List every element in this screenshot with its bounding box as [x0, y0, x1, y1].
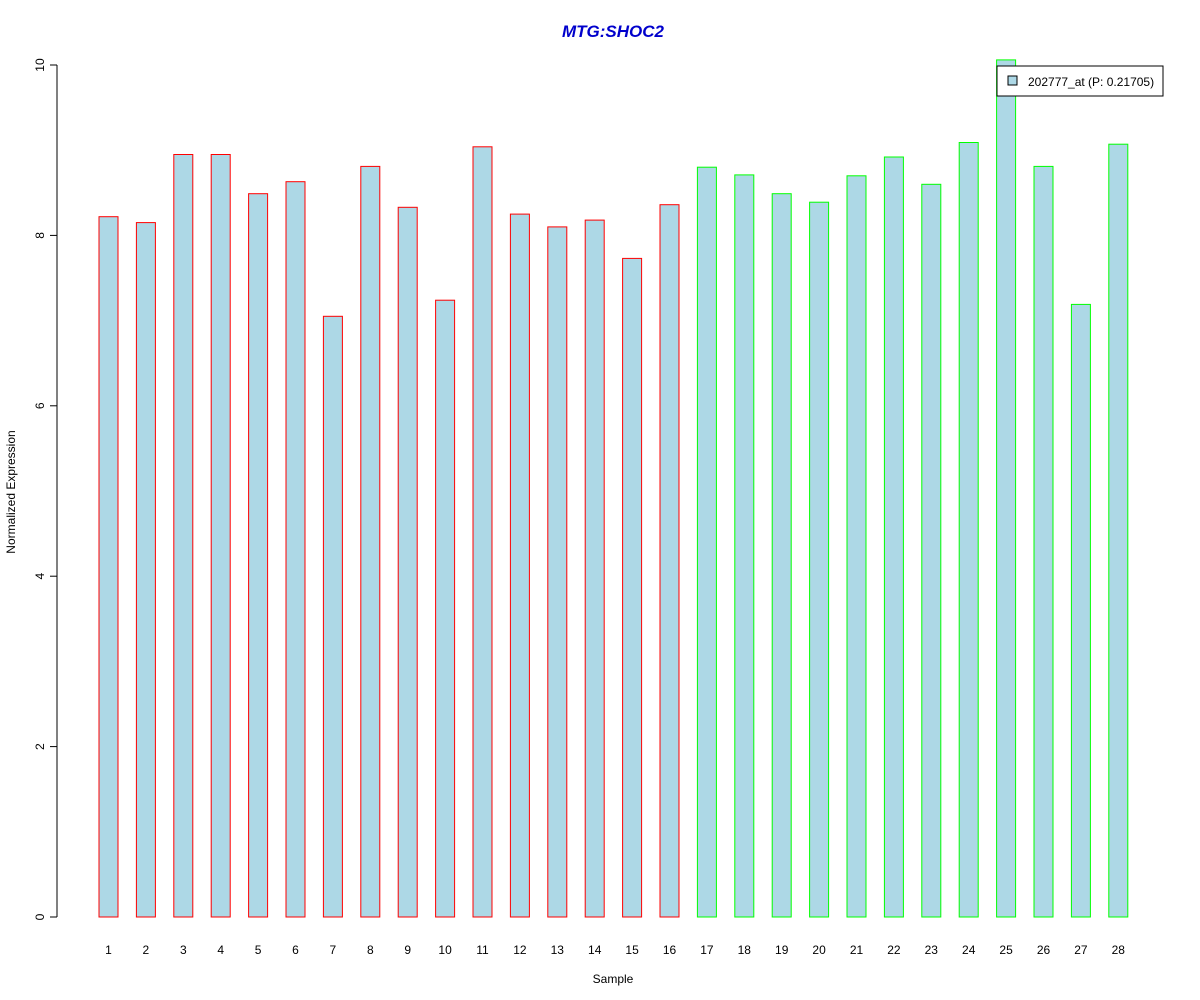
x-tick-label: 28	[1112, 943, 1126, 957]
x-tick-label: 1	[105, 943, 112, 957]
y-tick-label: 10	[33, 58, 47, 72]
bar	[435, 299, 456, 918]
x-tick-label: 14	[588, 943, 602, 957]
bar	[98, 216, 119, 918]
x-tick-label: 25	[999, 943, 1013, 957]
bar	[883, 156, 904, 918]
bars	[98, 59, 1129, 918]
bar	[921, 183, 942, 918]
y-tick-label: 6	[33, 402, 47, 409]
y-tick-label: 0	[33, 913, 47, 920]
x-tick-label: 7	[330, 943, 337, 957]
x-tick-label: 3	[180, 943, 187, 957]
x-tick-label: 19	[775, 943, 789, 957]
bar	[472, 146, 493, 918]
x-tick-label: 12	[513, 943, 527, 957]
x-tick-label: 24	[962, 943, 976, 957]
bar	[248, 193, 269, 918]
y-axis-label: Normalized Expression	[4, 430, 18, 553]
bar	[397, 206, 418, 918]
bar	[173, 154, 194, 918]
bar	[135, 222, 156, 918]
x-tick-label: 4	[217, 943, 224, 957]
x-tick-label: 26	[1037, 943, 1051, 957]
x-tick-label: 20	[812, 943, 826, 957]
x-tick-labels: 1 2 3 4 5 6 7 8 9 10 11 12 13 14 15 16 17 18 19 20 21 22 23 24 2…	[105, 943, 1125, 957]
x-tick-label: 23	[925, 943, 939, 957]
x-tick-label: 21	[850, 943, 864, 957]
bar	[210, 154, 231, 918]
x-tick-label: 10	[438, 943, 452, 957]
x-tick-label: 2	[143, 943, 150, 957]
bar	[360, 165, 381, 918]
x-tick-label: 15	[625, 943, 639, 957]
x-tick-label: 27	[1074, 943, 1088, 957]
y-tick-label: 4	[33, 573, 47, 580]
x-tick-label: 5	[255, 943, 262, 957]
bar	[1033, 165, 1054, 918]
bar	[1108, 143, 1129, 918]
x-tick-label: 13	[551, 943, 565, 957]
bar	[734, 174, 755, 918]
bar	[846, 175, 867, 918]
bar	[809, 201, 830, 918]
bar	[996, 59, 1017, 918]
bar	[584, 219, 605, 918]
chart-title: MTG:SHOC2	[562, 22, 665, 41]
x-tick-label: 9	[404, 943, 411, 957]
bar	[322, 315, 343, 918]
bar	[1070, 303, 1091, 918]
x-axis-label: Sample	[593, 972, 634, 986]
x-tick-label: 6	[292, 943, 299, 957]
legend: 202777_at (P: 0.21705)	[996, 65, 1164, 97]
bar	[771, 193, 792, 918]
legend-label: 202777_at (P: 0.21705)	[1028, 75, 1154, 89]
bar	[659, 204, 680, 918]
y-tick-label: 8	[33, 232, 47, 239]
x-tick-label: 18	[738, 943, 752, 957]
bar	[547, 226, 568, 918]
x-tick-label: 11	[476, 943, 489, 957]
legend-swatch	[1007, 75, 1018, 86]
legend-box	[996, 65, 1164, 97]
bar	[509, 213, 530, 918]
x-tick-label: 17	[700, 943, 714, 957]
bar	[622, 257, 643, 918]
y-tick-label: 2	[33, 743, 47, 750]
x-tick-label: 22	[887, 943, 901, 957]
bar	[285, 181, 306, 918]
bar	[696, 166, 717, 918]
x-tick-label: 16	[663, 943, 677, 957]
y-axis: 0 2 4 6 8 10	[33, 58, 58, 920]
x-tick-label: 8	[367, 943, 374, 957]
bar	[958, 142, 979, 918]
